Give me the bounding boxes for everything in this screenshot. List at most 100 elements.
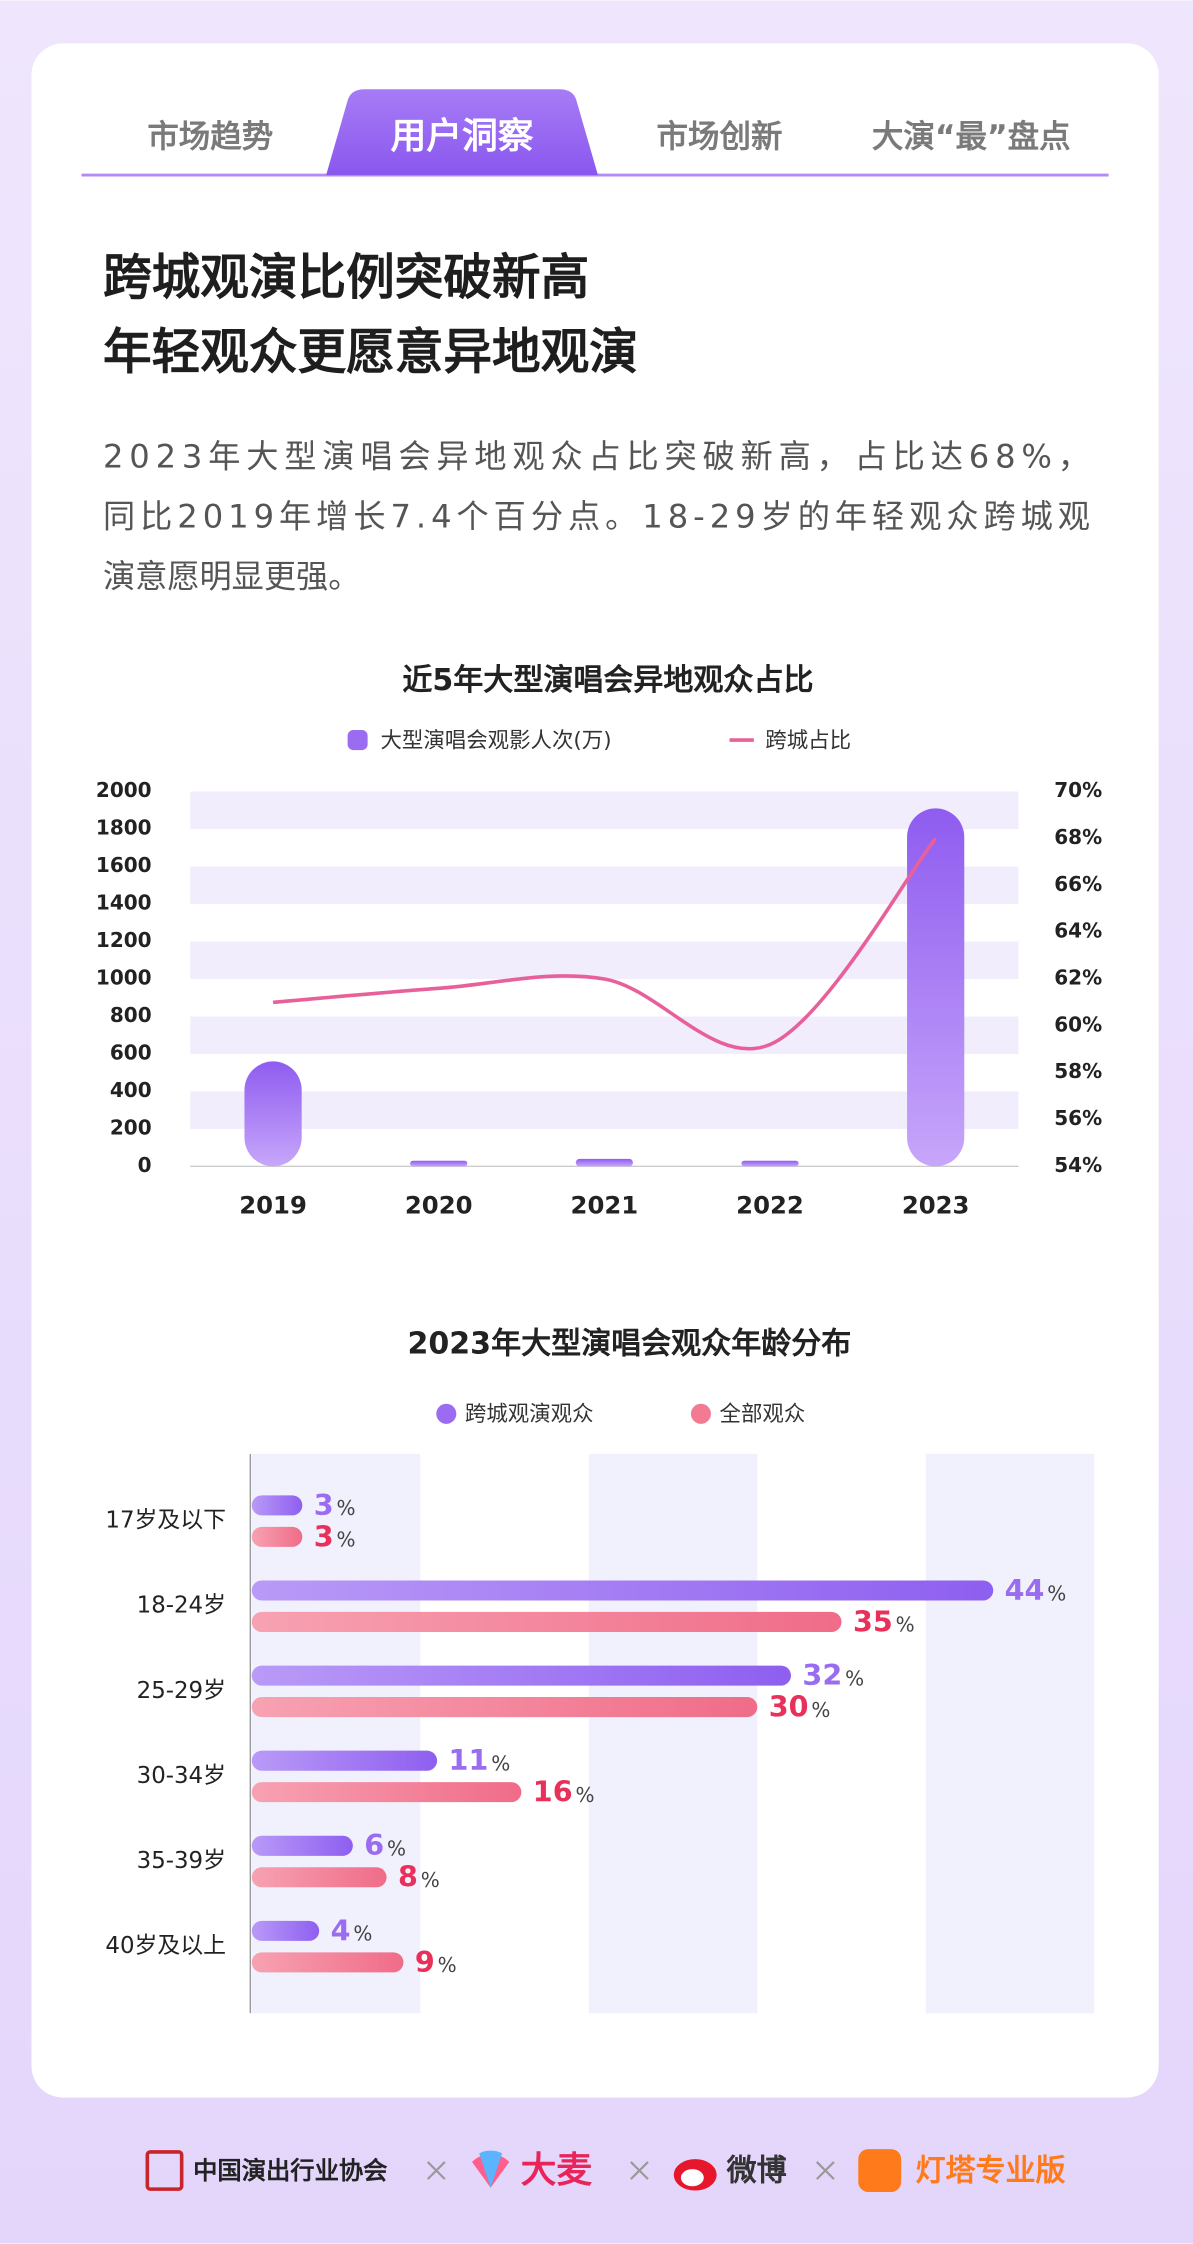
logo-icon	[479, 2150, 503, 2188]
line-series	[272, 837, 938, 1051]
bar	[251, 1835, 353, 1856]
legend-label: 跨城观演观众	[465, 1402, 594, 1427]
legend-label: 大型演唱会观影人次(万)	[381, 728, 612, 753]
y-tick-label: 1400	[96, 890, 152, 914]
value-label: 11	[449, 1743, 489, 1777]
bar	[907, 808, 965, 1167]
tab[interactable]: 大演“最”盘点	[872, 118, 1071, 155]
value-unit: %	[337, 1528, 356, 1552]
bar	[251, 1867, 387, 1888]
bar	[251, 1580, 994, 1601]
value-label: 16	[533, 1775, 573, 1809]
bar	[251, 1495, 303, 1516]
legend-dot	[436, 1403, 457, 1424]
bar	[251, 1750, 438, 1771]
separator	[426, 2161, 446, 2180]
grid-band	[190, 1016, 1019, 1054]
tab[interactable]: 市场趋势	[147, 118, 273, 155]
y-tick-label: 1000	[96, 965, 152, 989]
y-tick-label: 1800	[96, 816, 152, 840]
bar	[251, 1782, 522, 1803]
value-unit: %	[896, 1613, 915, 1637]
logo-icon	[145, 2150, 184, 2191]
x-tick-label: 2023	[902, 1190, 970, 1219]
bar	[244, 1061, 302, 1167]
value-unit: %	[575, 1783, 594, 1807]
tab[interactable]: 用户洞察	[391, 116, 534, 157]
grid-band	[190, 866, 1019, 904]
y-tick-label: 1600	[96, 853, 152, 877]
separator	[816, 2161, 835, 2180]
x-tick-label: 2022	[736, 1190, 804, 1219]
bar	[251, 1611, 842, 1632]
y-tick-label: 1200	[96, 928, 152, 952]
description: 演意愿明显更强。	[103, 557, 360, 595]
value-label: 6	[364, 1828, 384, 1862]
value-label: 30	[769, 1689, 809, 1723]
separator	[630, 2161, 649, 2180]
value-unit: %	[337, 1496, 356, 1520]
grid-band	[190, 791, 1019, 830]
y-tick-label: 600	[110, 1040, 152, 1064]
y2-tick-label: 58%	[1054, 1059, 1102, 1083]
value-label: 3	[314, 1519, 334, 1553]
description: 同比2019年增长7.4个百分点。18-29岁的年轻观众跨城观	[103, 497, 1090, 535]
value-unit: %	[387, 1837, 406, 1861]
y-tick-label: 2000	[96, 778, 152, 802]
value-unit: %	[421, 1868, 440, 1892]
headline: 年轻观众更愿意异地观演	[103, 324, 638, 380]
value-unit: %	[353, 1922, 372, 1946]
bar	[410, 1160, 468, 1167]
category-label: 25-29岁	[137, 1678, 226, 1704]
bar	[251, 1526, 303, 1547]
value-label: 9	[415, 1945, 435, 1979]
chart-title: 2023年大型演唱会观众年龄分布	[408, 1327, 852, 1362]
bar	[251, 1952, 404, 1973]
legend-dot	[690, 1403, 711, 1424]
category-label: 35-39岁	[137, 1848, 226, 1874]
value-label: 4	[331, 1913, 351, 1947]
category-label: 30-34岁	[137, 1763, 226, 1789]
y2-tick-label: 64%	[1054, 919, 1102, 943]
grid-band	[251, 1453, 421, 2014]
y2-tick-label: 60%	[1054, 1012, 1102, 1036]
value-label: 44	[1005, 1573, 1045, 1607]
bar	[251, 1697, 758, 1718]
bar	[251, 1665, 791, 1686]
category-label: 17岁及以下	[105, 1508, 226, 1534]
category-label: 40岁及以上	[105, 1933, 226, 1959]
value-unit: %	[811, 1698, 830, 1722]
value-label: 32	[802, 1658, 842, 1692]
footer-logo: 中国演出行业协会	[193, 2156, 388, 2185]
legend-swatch	[347, 730, 368, 751]
y2-tick-label: 62%	[1054, 965, 1102, 989]
footer-logo: 大麦	[521, 2150, 593, 2191]
value-unit: %	[845, 1666, 864, 1690]
logo-icon	[680, 2169, 704, 2187]
grid-band	[925, 1453, 1095, 2014]
legend-label: 全部观众	[720, 1402, 806, 1427]
y-tick-label: 200	[110, 1115, 152, 1139]
value-label: 3	[314, 1488, 334, 1522]
category-label: 18-24岁	[137, 1593, 226, 1619]
tab[interactable]: 市场创新	[657, 118, 783, 155]
x-tick-label: 2020	[405, 1190, 473, 1219]
grid-band	[190, 941, 1019, 979]
chart-title: 近5年大型演唱会异地观众占比	[402, 663, 813, 698]
legend-label: 跨城占比	[765, 728, 851, 753]
x-tick-label: 2021	[571, 1190, 639, 1219]
bar	[575, 1158, 633, 1167]
logo-icon	[858, 2149, 902, 2192]
bar	[251, 1920, 320, 1941]
value-unit: %	[491, 1751, 510, 1775]
y2-tick-label: 70%	[1054, 778, 1102, 802]
y2-tick-label: 66%	[1054, 872, 1102, 896]
y-tick-label: 800	[110, 1003, 152, 1027]
y-tick-label: 400	[110, 1078, 152, 1102]
active-tab-bg	[326, 89, 598, 176]
value-unit: %	[438, 1953, 457, 1977]
headline: 跨城观演比例突破新高	[103, 250, 589, 306]
footer-logo: 灯塔专业版	[915, 2153, 1065, 2188]
